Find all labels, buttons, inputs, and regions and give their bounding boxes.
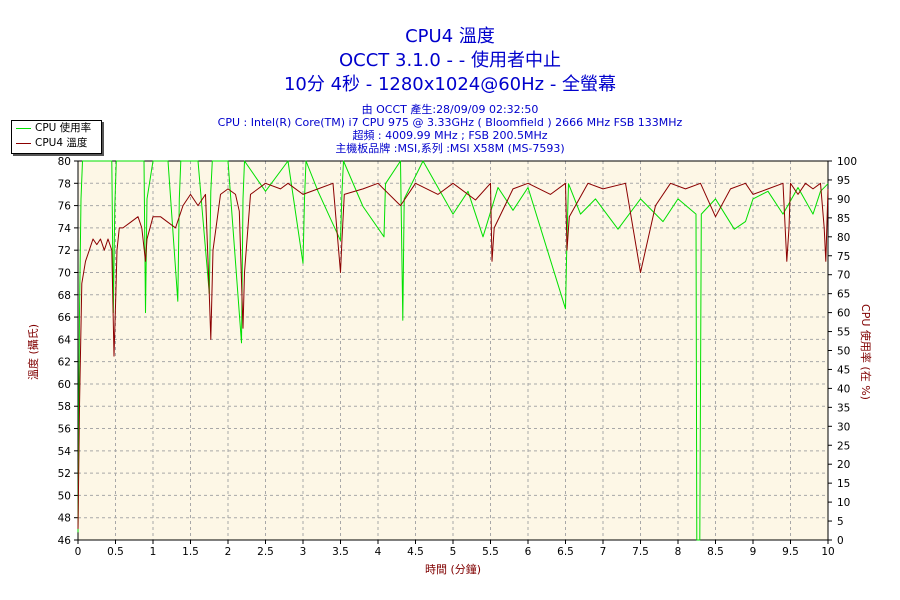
y2-tick-label: 100 <box>837 156 857 168</box>
y-tick-label: 48 <box>58 513 71 525</box>
legend-swatch-cpu4-temp <box>16 143 31 144</box>
y2-tick-label: 30 <box>837 421 850 433</box>
legend-entry-cpu-usage: CPU 使用率 <box>12 121 101 136</box>
y-tick-label: 68 <box>58 290 71 302</box>
y-tick-label: 76 <box>58 201 72 213</box>
x-tick-label: 1.5 <box>182 546 199 558</box>
y-tick-label: 66 <box>58 312 72 324</box>
info-cpu: CPU : Intel(R) Core(TM) i7 CPU 975 @ 3.3… <box>217 116 683 129</box>
chart-subtitle-test: OCCT 3.1.0 - - 使用者中止 <box>339 50 561 71</box>
y2-tick-label: 75 <box>837 251 850 263</box>
x-tick-label: 0 <box>75 546 82 558</box>
x-tick-label: 8.5 <box>707 546 724 558</box>
x-tick-label: 3 <box>300 546 307 558</box>
x-tick-label: 6.5 <box>557 546 574 558</box>
y2-tick-label: 0 <box>837 535 844 547</box>
x-tick-label: 9 <box>750 546 757 558</box>
x-tick-label: 1 <box>150 546 157 558</box>
y2-tick-label: 25 <box>837 440 850 452</box>
x-tick-label: 5 <box>450 546 457 558</box>
y-tick-label: 62 <box>58 357 71 369</box>
y2-tick-label: 20 <box>837 459 850 471</box>
y2-tick-label: 95 <box>837 175 850 187</box>
x-tick-label: 5.5 <box>482 546 499 558</box>
x-tick-label: 7 <box>600 546 607 558</box>
y-tick-label: 52 <box>58 468 71 480</box>
legend-swatch-cpu-usage <box>16 128 31 129</box>
y-tick-label: 80 <box>58 156 71 168</box>
info-generated: 由 OCCT 產生:28/09/09 02:32:50 <box>361 103 539 116</box>
y2-tick-label: 5 <box>837 516 844 528</box>
x-tick-label: 10 <box>821 546 834 558</box>
y-tick-label: 58 <box>58 401 71 413</box>
y-axis-left-label: 溫度 (攝氏) <box>27 323 40 381</box>
y2-tick-label: 80 <box>837 232 850 244</box>
y-tick-label: 78 <box>58 178 71 190</box>
y-tick-label: 74 <box>58 223 72 235</box>
legend-entry-cpu4-temp: CPU4 溫度 <box>12 136 101 151</box>
x-tick-label: 0.5 <box>107 546 124 558</box>
chart-subtitle-duration: 10分 4秒 - 1280x1024@60Hz - 全螢幕 <box>283 74 617 95</box>
x-tick-label: 6 <box>525 546 532 558</box>
y-tick-label: 56 <box>58 424 72 436</box>
info-overclock: 超頻 : 4009.99 MHz ; FSB 200.5MHz <box>352 129 548 142</box>
y-tick-label: 46 <box>58 535 72 547</box>
y-tick-label: 72 <box>58 245 71 257</box>
y-tick-label: 64 <box>58 334 72 346</box>
x-tick-label: 9.5 <box>782 546 799 558</box>
x-tick-label: 8 <box>675 546 682 558</box>
x-tick-label: 3.5 <box>332 546 349 558</box>
chart-title: CPU4 溫度 <box>405 26 495 47</box>
legend-label-cpu4-temp: CPU4 溫度 <box>35 137 88 149</box>
y2-tick-label: 10 <box>837 497 850 509</box>
y2-tick-label: 90 <box>837 194 850 206</box>
legend: CPU 使用率 CPU4 溫度 <box>11 120 102 154</box>
y2-tick-label: 60 <box>837 308 850 320</box>
y2-tick-label: 45 <box>837 364 850 376</box>
y-tick-label: 60 <box>58 379 71 391</box>
x-tick-label: 4.5 <box>407 546 424 558</box>
y2-tick-label: 35 <box>837 402 850 414</box>
legend-label-cpu-usage: CPU 使用率 <box>35 122 92 134</box>
x-tick-label: 4 <box>375 546 382 558</box>
y2-tick-label: 65 <box>837 289 850 301</box>
y2-tick-label: 85 <box>837 213 850 225</box>
y2-tick-label: 55 <box>837 327 850 339</box>
y-tick-label: 70 <box>58 267 71 279</box>
x-tick-label: 2 <box>225 546 232 558</box>
series-line-cpu4-temp <box>77 182 829 529</box>
y-tick-label: 54 <box>58 446 72 458</box>
y2-tick-label: 50 <box>837 346 850 358</box>
y2-tick-label: 70 <box>837 270 850 282</box>
x-axis-label: 時間 (分鐘) <box>425 562 481 576</box>
y-axis-right-label: CPU 使用率 (在 %) <box>859 304 872 400</box>
y-tick-label: 50 <box>58 490 71 502</box>
info-motherboard: 主機板品牌 :MSI,系列 :MSI X58M (MS-7593) <box>335 142 565 155</box>
x-tick-label: 7.5 <box>632 546 649 558</box>
series-line-cpu-usage <box>77 160 829 541</box>
x-tick-label: 2.5 <box>257 546 274 558</box>
y2-tick-label: 40 <box>837 383 850 395</box>
y2-tick-label: 15 <box>837 478 850 490</box>
